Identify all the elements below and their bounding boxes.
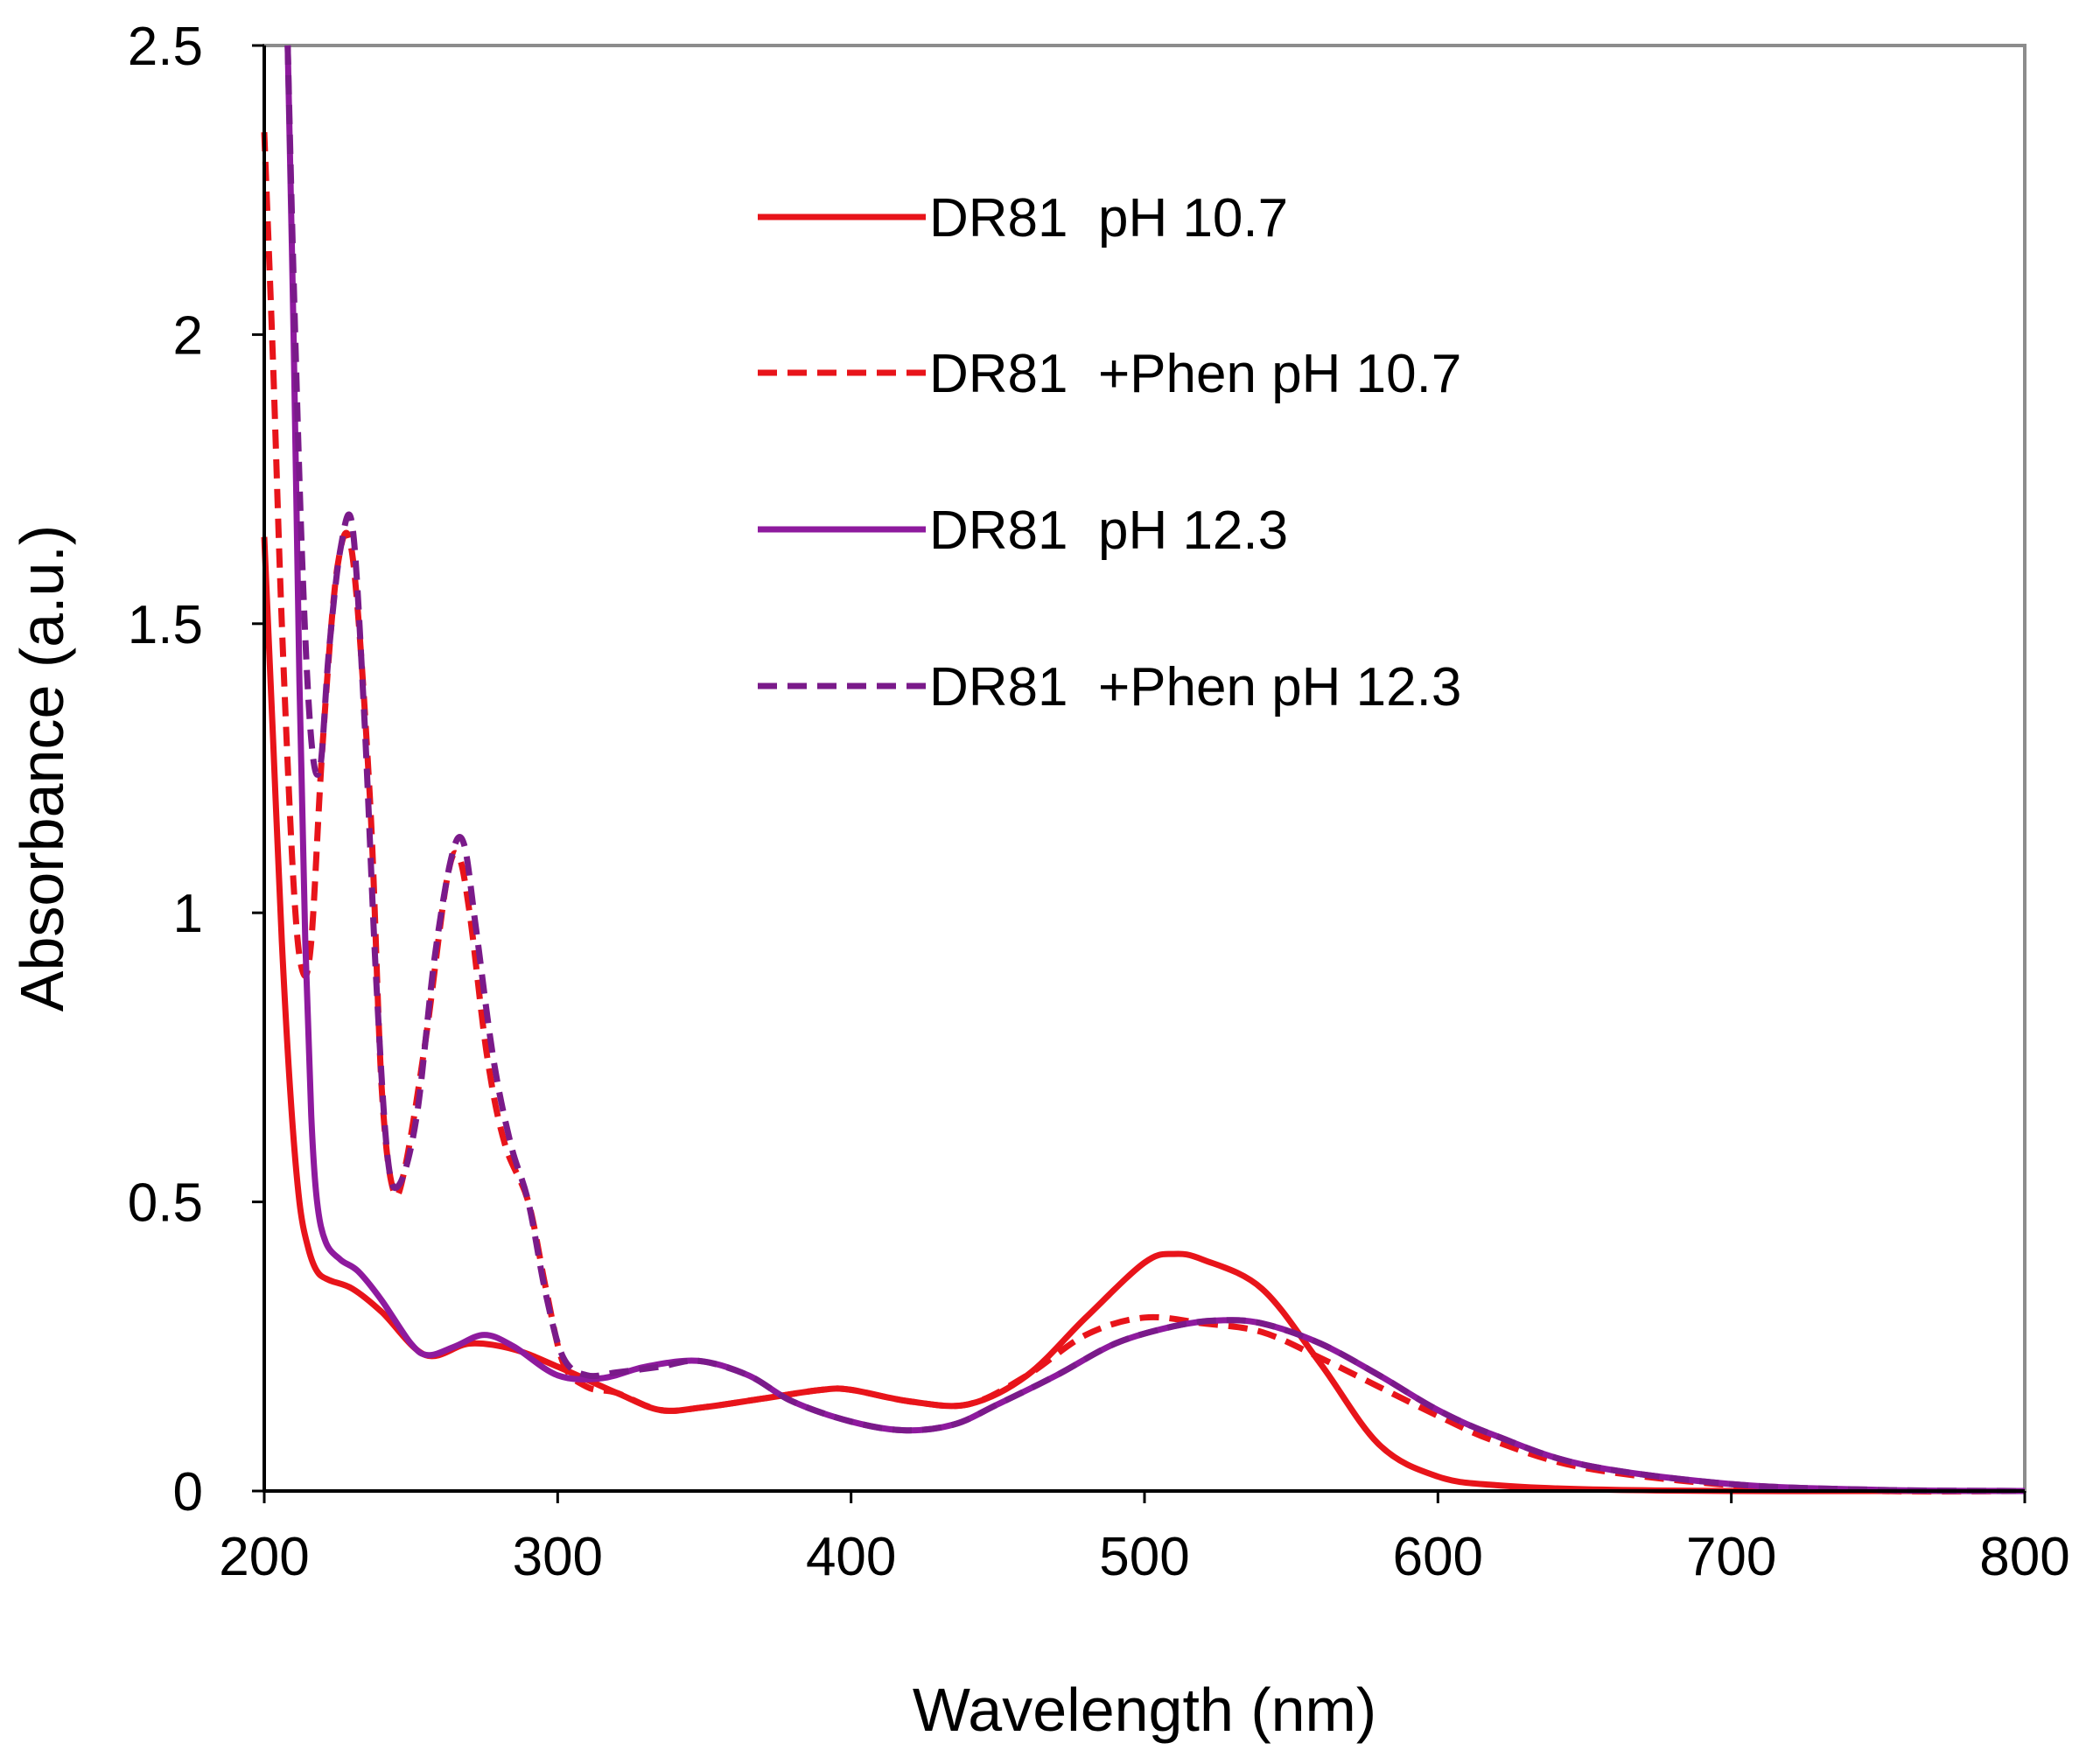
- x-tick-label: 200: [219, 1527, 309, 1587]
- y-tick-label: 2: [173, 305, 203, 366]
- legend-label-3: DR81 pH 12.3: [929, 500, 1288, 561]
- legend-label-4: DR81 +Phen pH 12.3: [929, 657, 1461, 718]
- y-tick-label: 1.5: [128, 595, 203, 655]
- y-tick-label: 1: [173, 884, 203, 944]
- x-tick-label: 600: [1393, 1527, 1483, 1587]
- x-tick-label: 500: [1099, 1527, 1189, 1587]
- series-line-4: [284, 45, 2026, 1494]
- series-layer: [261, 45, 2026, 1494]
- legend: DR81 pH 10.7 DR81 +Phen pH 10.7 DR81 pH 12…: [758, 188, 1461, 718]
- y-axis-title: Absorbance (a.u.): [8, 525, 76, 1012]
- x-tick-label: 700: [1686, 1527, 1776, 1587]
- x-axis-ticks: 200 300 400 500 600 700 800: [219, 1491, 2070, 1587]
- legend-label-1: DR81 pH 10.7: [929, 188, 1288, 248]
- y-tick-label: 2.5: [128, 17, 203, 77]
- y-axis-ticks: 0 0.5 1 1.5 2 2.5: [128, 17, 264, 1522]
- y-tick-label: 0: [173, 1462, 203, 1522]
- x-axis-title: Wavelength (nm): [913, 1676, 1376, 1744]
- x-tick-label: 300: [513, 1527, 603, 1587]
- legend-label-2: DR81 +Phen pH 10.7: [929, 344, 1461, 404]
- x-tick-label: 400: [806, 1527, 896, 1587]
- y-tick-label: 0.5: [128, 1173, 203, 1234]
- x-tick-label: 800: [1979, 1527, 2069, 1587]
